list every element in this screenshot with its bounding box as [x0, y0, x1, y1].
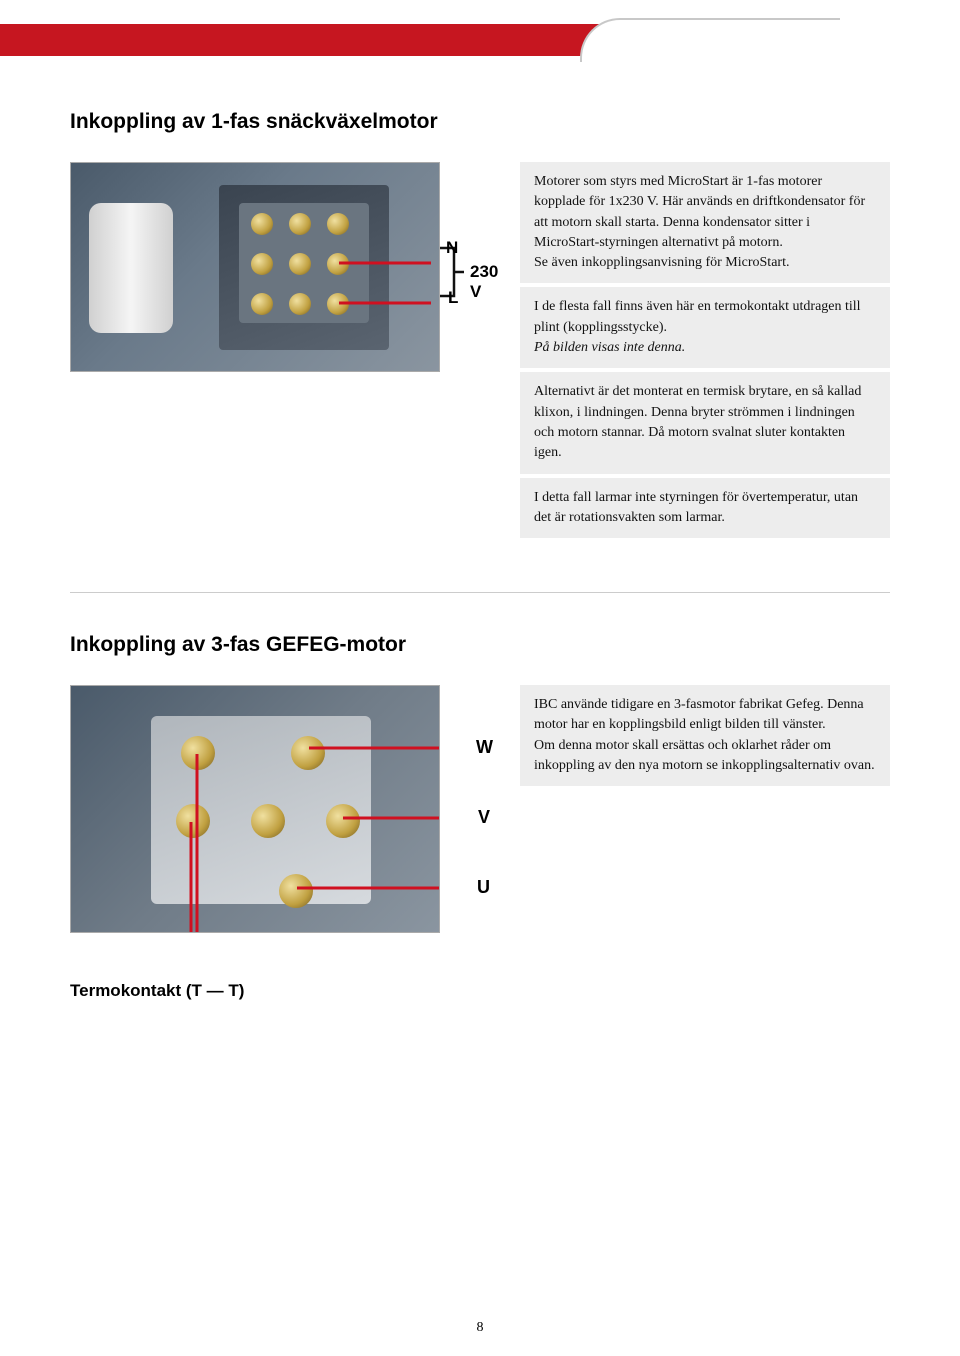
- termokontakt-label: Termokontakt (T — T): [70, 981, 490, 1001]
- label-230v: 230 V: [470, 262, 498, 302]
- section-divider: [70, 592, 890, 593]
- text-box: Alternativt är det monterat en termisk b…: [520, 372, 890, 473]
- section-1-text-column: Motorer som styrs med MicroStart är 1-fa…: [520, 162, 890, 542]
- diagram-3-fas: W V U Termokontakt (T — T): [70, 685, 490, 1001]
- section-2-row: W V U Termokontakt (T — T) IBC använde t…: [70, 685, 890, 1001]
- text-box: IBC använde tidigare en 3-fasmotor fabri…: [520, 685, 890, 786]
- diagram-1-photo: [70, 162, 440, 372]
- text-box: I detta fall larmar inte styrningen för …: [520, 478, 890, 539]
- text-box: I de flesta fall finns även här en termo…: [520, 287, 890, 368]
- label-n: N: [446, 238, 458, 258]
- text-box-italic: På bilden visas inte denna.: [534, 340, 685, 355]
- text-box-body: I de flesta fall finns även här en termo…: [534, 299, 861, 334]
- diagram-1-wires: [71, 163, 440, 372]
- header-red-bar: [0, 24, 620, 56]
- section-1-row: N L 230 V Motorer som styrs med MicroSta…: [70, 162, 890, 542]
- diagram-2-photo: [70, 685, 440, 933]
- diagram-1-fas: N L 230 V: [70, 162, 490, 372]
- label-w: W: [476, 737, 493, 758]
- label-u: U: [477, 877, 490, 898]
- header-grey-curve: [580, 18, 840, 62]
- label-l: L: [448, 288, 458, 308]
- section-1-fas: Inkoppling av 1-fas snäckväxelmotor: [70, 110, 890, 542]
- section-1-title: Inkoppling av 1-fas snäckväxelmotor: [70, 110, 890, 134]
- page-header-band: [0, 0, 960, 70]
- section-3-fas: Inkoppling av 3-fas GEFEG-motor: [70, 633, 890, 1001]
- text-box: Motorer som styrs med MicroStart är 1-fa…: [520, 162, 890, 283]
- section-2-title: Inkoppling av 3-fas GEFEG-motor: [70, 633, 890, 657]
- section-2-text-column: IBC använde tidigare en 3-fasmotor fabri…: [520, 685, 890, 790]
- label-v: V: [478, 807, 490, 828]
- page-content: Inkoppling av 1-fas snäckväxelmotor: [0, 70, 960, 1001]
- page-number: 8: [0, 1320, 960, 1336]
- diagram-2-wires: [71, 686, 440, 933]
